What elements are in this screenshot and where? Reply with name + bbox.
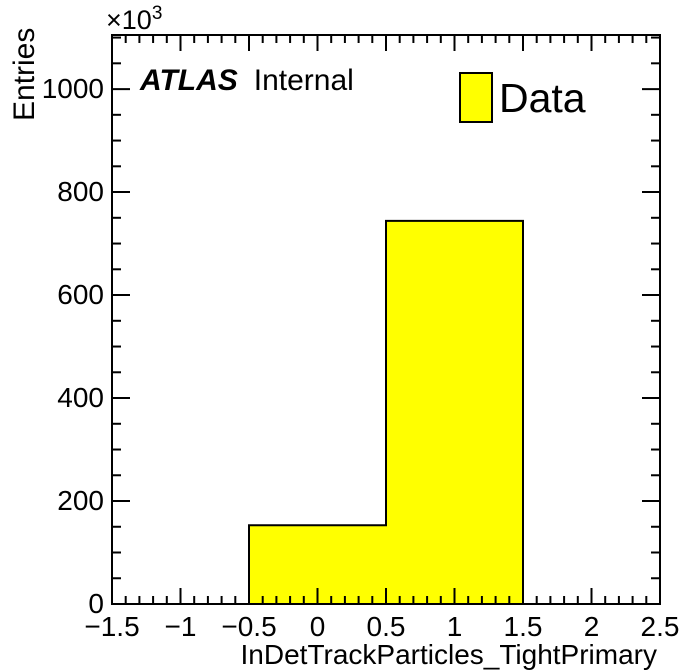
status-label: Internal <box>253 64 354 97</box>
y-tick-label: 800 <box>57 176 104 208</box>
x-tick-label: −1 <box>164 611 197 642</box>
y-tick-label: 400 <box>57 382 104 414</box>
x-tick-label: −0.5 <box>221 611 277 642</box>
x-axis-title: InDetTrackParticles_TightPrimary <box>240 639 657 670</box>
y-tick-label: 600 <box>57 279 104 311</box>
x-tick-label: 0 <box>309 611 326 642</box>
x-tick-label: 1.5 <box>503 611 543 642</box>
x-tick-label: 2 <box>583 611 600 642</box>
histogram-bars <box>248 219 524 605</box>
experiment-label: ATLAS <box>140 64 238 97</box>
atlas-annotation: ATLAS Internal <box>140 64 354 98</box>
y-axis-multiplier: ×103 <box>106 3 162 36</box>
x-tick-label: 0.5 <box>366 611 406 642</box>
y-axis-multiplier-prefix: ×10 <box>106 5 152 35</box>
x-tick-label: −1.5 <box>84 611 140 642</box>
y-tick-label: 200 <box>57 485 104 516</box>
legend-swatch-data <box>459 72 493 123</box>
legend: Data <box>459 70 679 126</box>
legend-label-data: Data <box>499 75 586 121</box>
y-tick-label: 0 <box>88 588 104 619</box>
x-tick-label: 2.5 <box>640 611 680 642</box>
x-tick-label: 1 <box>446 611 463 642</box>
y-tick-label: 1000 <box>41 73 104 105</box>
y-axis-multiplier-exponent: 3 <box>151 3 163 24</box>
y-axis-title: Entries <box>8 27 41 121</box>
